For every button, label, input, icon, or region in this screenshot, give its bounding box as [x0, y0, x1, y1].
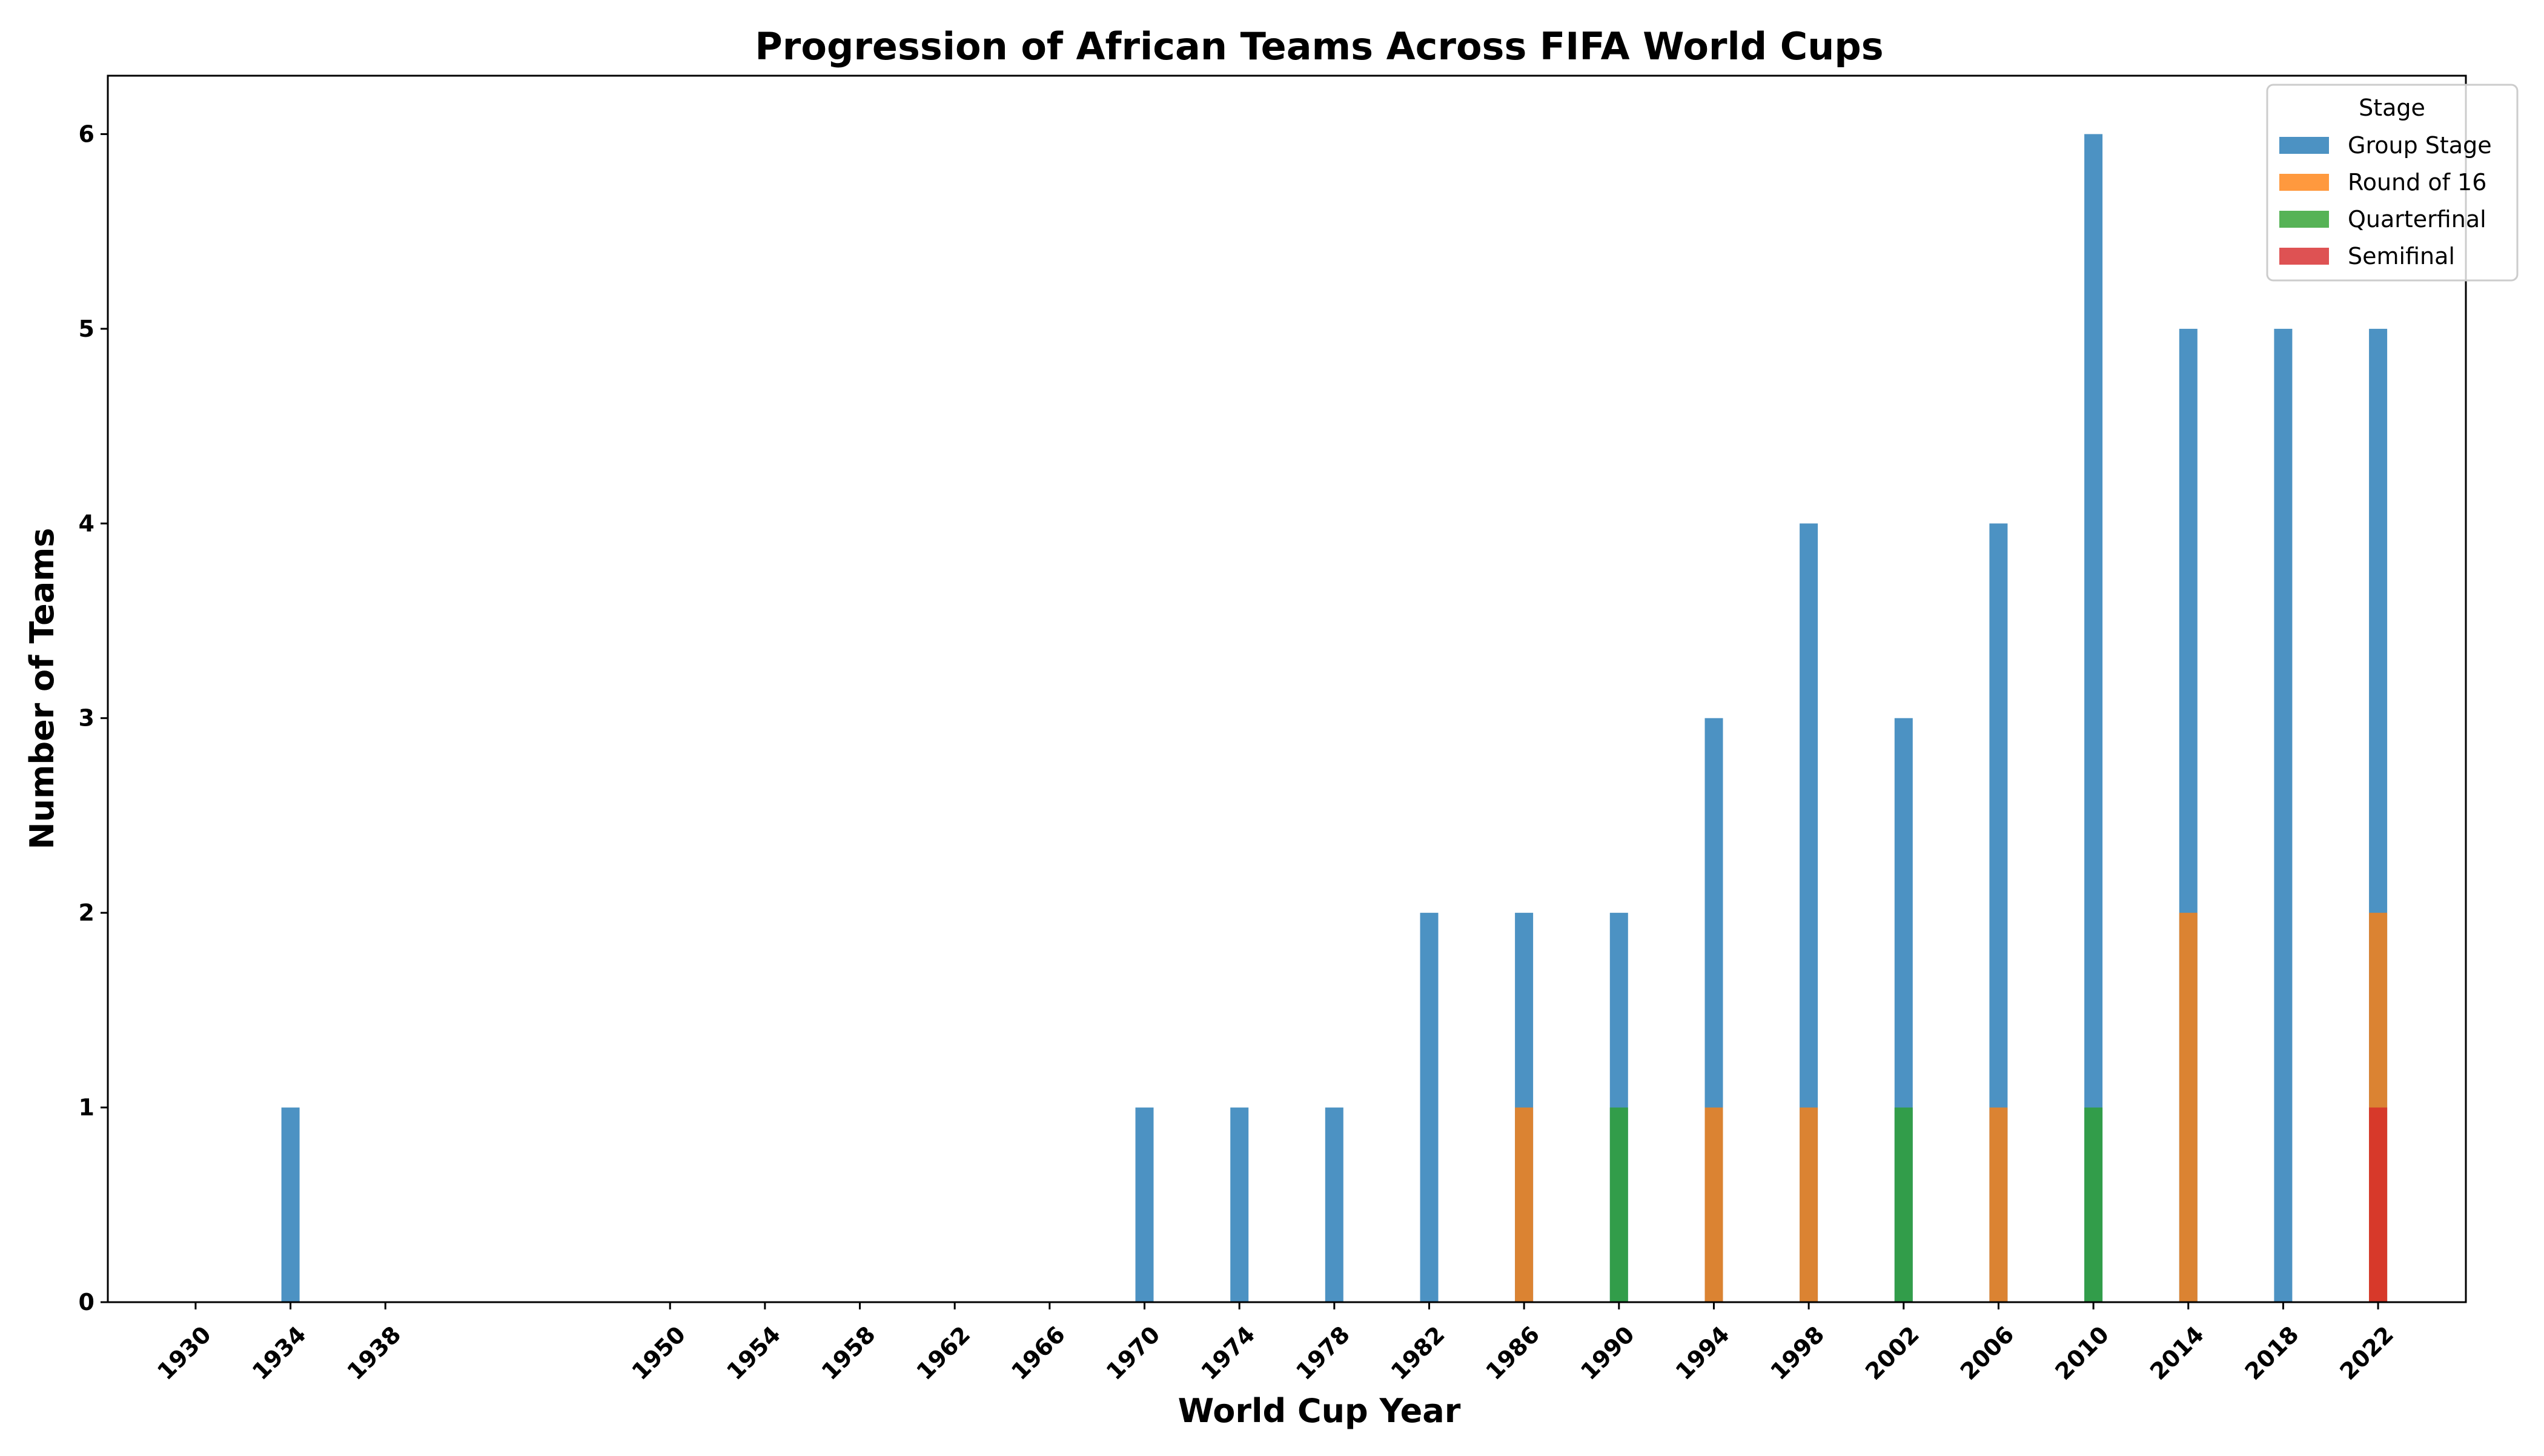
x-tick-label: 1974	[1196, 1321, 1260, 1385]
y-tick-label: 3	[79, 705, 94, 732]
x-axis-ticks: 1930 1934 1938 1950 1954 1958 1962 1966 1970 1974…	[152, 1302, 2399, 1385]
bar-group-stage-2010	[2084, 134, 2103, 1302]
legend-box	[2266, 84, 2519, 282]
legend-items: Group Stage Round of 16 Quarterfinal Semifi…	[2279, 132, 2492, 270]
x-tick-label: 1934	[247, 1321, 311, 1385]
x-tick-label: 1962	[911, 1321, 975, 1385]
bar-group-stage-1974	[1230, 1107, 1249, 1302]
x-tick-label: 1994	[1671, 1321, 1735, 1385]
bar-group-stage-1934	[281, 1107, 300, 1302]
x-tick-label: 1990	[1575, 1321, 1640, 1385]
x-tick-label: 1950	[626, 1321, 691, 1385]
bar-round-of-16-2014	[2179, 913, 2198, 1302]
legend: Stage Group Stage Round of 16 Quarterfinal…	[2266, 84, 2519, 282]
legend-swatch-round-of-16	[2279, 174, 2329, 191]
x-tick-label: 1954	[721, 1321, 786, 1385]
x-tick-label: 1982	[1386, 1321, 1450, 1385]
legend-label-round-of-16: Round of 16	[2348, 169, 2486, 196]
x-tick-label: 1938	[342, 1321, 406, 1385]
bar-quarterfinal-2002	[1894, 1107, 1913, 1302]
x-tick-label: 1986	[1480, 1321, 1545, 1385]
x-tick-label: 1970	[1101, 1321, 1165, 1385]
y-axis-label: Number of Teams	[23, 528, 61, 849]
y-tick-label: 2	[79, 899, 94, 926]
legend-title: Stage	[2359, 94, 2425, 121]
bar-quarterfinal-2010	[2084, 1107, 2103, 1302]
legend-label-semifinal: Semifinal	[2348, 243, 2455, 270]
y-axis-ticks: 0 1 2 3 4 5 6	[79, 121, 108, 1315]
x-tick-label: 2002	[1860, 1321, 1924, 1385]
legend-label-quarterfinal: Quarterfinal	[2348, 206, 2486, 233]
x-tick-label: 1998	[1765, 1321, 1829, 1385]
x-tick-label: 1958	[817, 1321, 881, 1385]
y-tick-label: 0	[79, 1289, 94, 1315]
x-tick-label: 2010	[2050, 1321, 2114, 1385]
legend-swatch-group-stage	[2279, 137, 2329, 154]
y-tick-label: 5	[79, 316, 94, 342]
x-tick-label: 1978	[1291, 1321, 1355, 1385]
bar-group-stage-1978	[1325, 1107, 1343, 1302]
bar-group-stage-1982	[1420, 913, 1439, 1302]
y-tick-label: 1	[79, 1094, 94, 1121]
x-axis-label: World Cup Year	[1178, 1392, 1461, 1430]
x-tick-label: 2006	[1955, 1321, 2019, 1385]
bar-round-of-16-1998	[1800, 1107, 1818, 1302]
x-tick-label: 2014	[2145, 1321, 2209, 1385]
x-tick-label: 1930	[152, 1321, 216, 1385]
legend-swatch-semifinal	[2279, 248, 2329, 265]
legend-swatch-quarterfinal	[2279, 211, 2329, 228]
y-tick-label: 6	[79, 121, 94, 147]
bar-round-of-16-1994	[1704, 1107, 1723, 1302]
x-tick-label: 2018	[2240, 1321, 2304, 1385]
legend-label-group-stage: Group Stage	[2348, 132, 2492, 159]
y-tick-label: 4	[79, 510, 94, 537]
chart-title: Progression of African Teams Across FIFA…	[755, 24, 1883, 68]
plot-frame	[107, 74, 2467, 1303]
bar-round-of-16-2006	[1989, 1107, 2008, 1302]
bar-semifinal-2022	[2369, 1107, 2388, 1302]
bar-quarterfinal-1990	[1609, 1107, 1628, 1302]
x-tick-label: 2022	[2334, 1321, 2399, 1385]
bar-round-of-16-1986	[1515, 1107, 1534, 1302]
bars-layer	[281, 134, 2388, 1302]
x-tick-label: 1966	[1006, 1321, 1070, 1385]
bar-group-stage-1970	[1135, 1107, 1154, 1302]
bar-group-stage-2018	[2274, 328, 2293, 1302]
